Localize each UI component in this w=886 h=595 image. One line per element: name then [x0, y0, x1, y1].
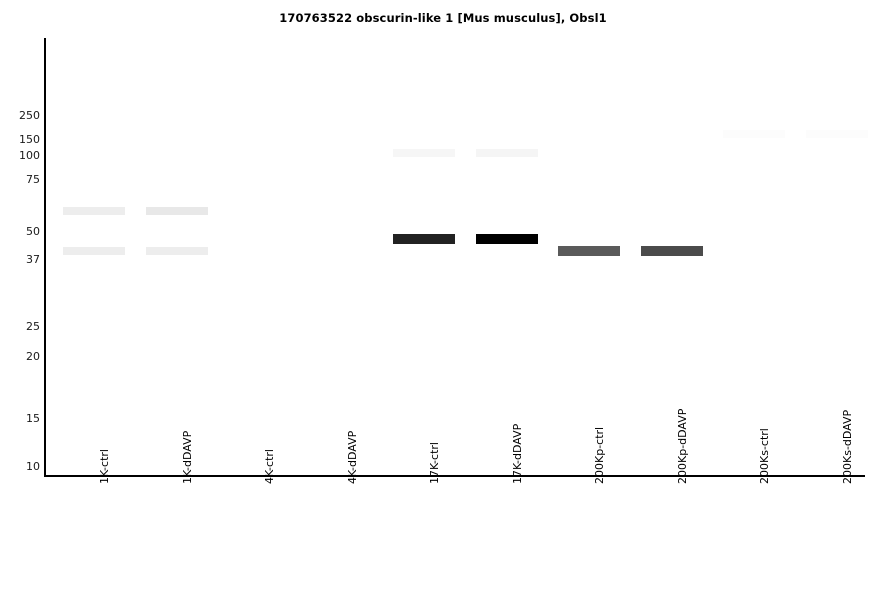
x-axis-tick-label: 17K-ctrl [428, 442, 441, 484]
y-axis-tick-label: 250 [19, 109, 40, 122]
x-axis-tick-label: 200Ks-dDAVP [841, 409, 854, 484]
gel-band [723, 130, 785, 138]
x-axis-tick-label: 1K-ctrl [98, 449, 111, 484]
y-axis-tick-label: 15 [26, 412, 40, 425]
gel-band [641, 246, 703, 256]
gel-band [393, 234, 455, 244]
x-axis-tick-label: 200Kp-ctrl [593, 426, 606, 484]
y-axis-tick-labels: 250 150 100 75 50 37 25 20 15 10 [0, 0, 45, 595]
gel-band [558, 246, 620, 256]
gel-band [476, 234, 538, 244]
y-axis-tick-label: 50 [26, 225, 40, 238]
x-axis-tick-label: 4K-dDAVP [346, 430, 359, 484]
y-axis-line [44, 38, 46, 477]
gel-band [63, 207, 125, 215]
y-axis-tick-label: 75 [26, 173, 40, 186]
gel-band [146, 247, 208, 255]
gel-band [476, 149, 538, 157]
x-axis-tick-label: 4K-ctrl [263, 449, 276, 484]
x-axis-tick-label: 1K-dDAVP [181, 430, 194, 484]
x-axis-line [44, 475, 865, 477]
y-axis-tick-label: 100 [19, 149, 40, 162]
x-axis-tick-label: 200Kp-dDAVP [676, 408, 689, 484]
y-axis-tick-label: 25 [26, 320, 40, 333]
plot-area [45, 38, 865, 476]
gel-band [806, 130, 868, 138]
x-axis-tick-label: 17K-dDAVP [511, 423, 524, 484]
y-axis-tick-label: 10 [26, 460, 40, 473]
gel-band [63, 247, 125, 255]
gel-band [146, 207, 208, 215]
y-axis-tick-label: 150 [19, 133, 40, 146]
page-title: 170763522 obscurin-like 1 [Mus musculus]… [279, 11, 607, 25]
y-axis-tick-label: 37 [26, 253, 40, 266]
x-axis-tick-label: 200Ks-ctrl [758, 428, 771, 484]
y-axis-tick-label: 20 [26, 350, 40, 363]
gel-band [393, 149, 455, 157]
